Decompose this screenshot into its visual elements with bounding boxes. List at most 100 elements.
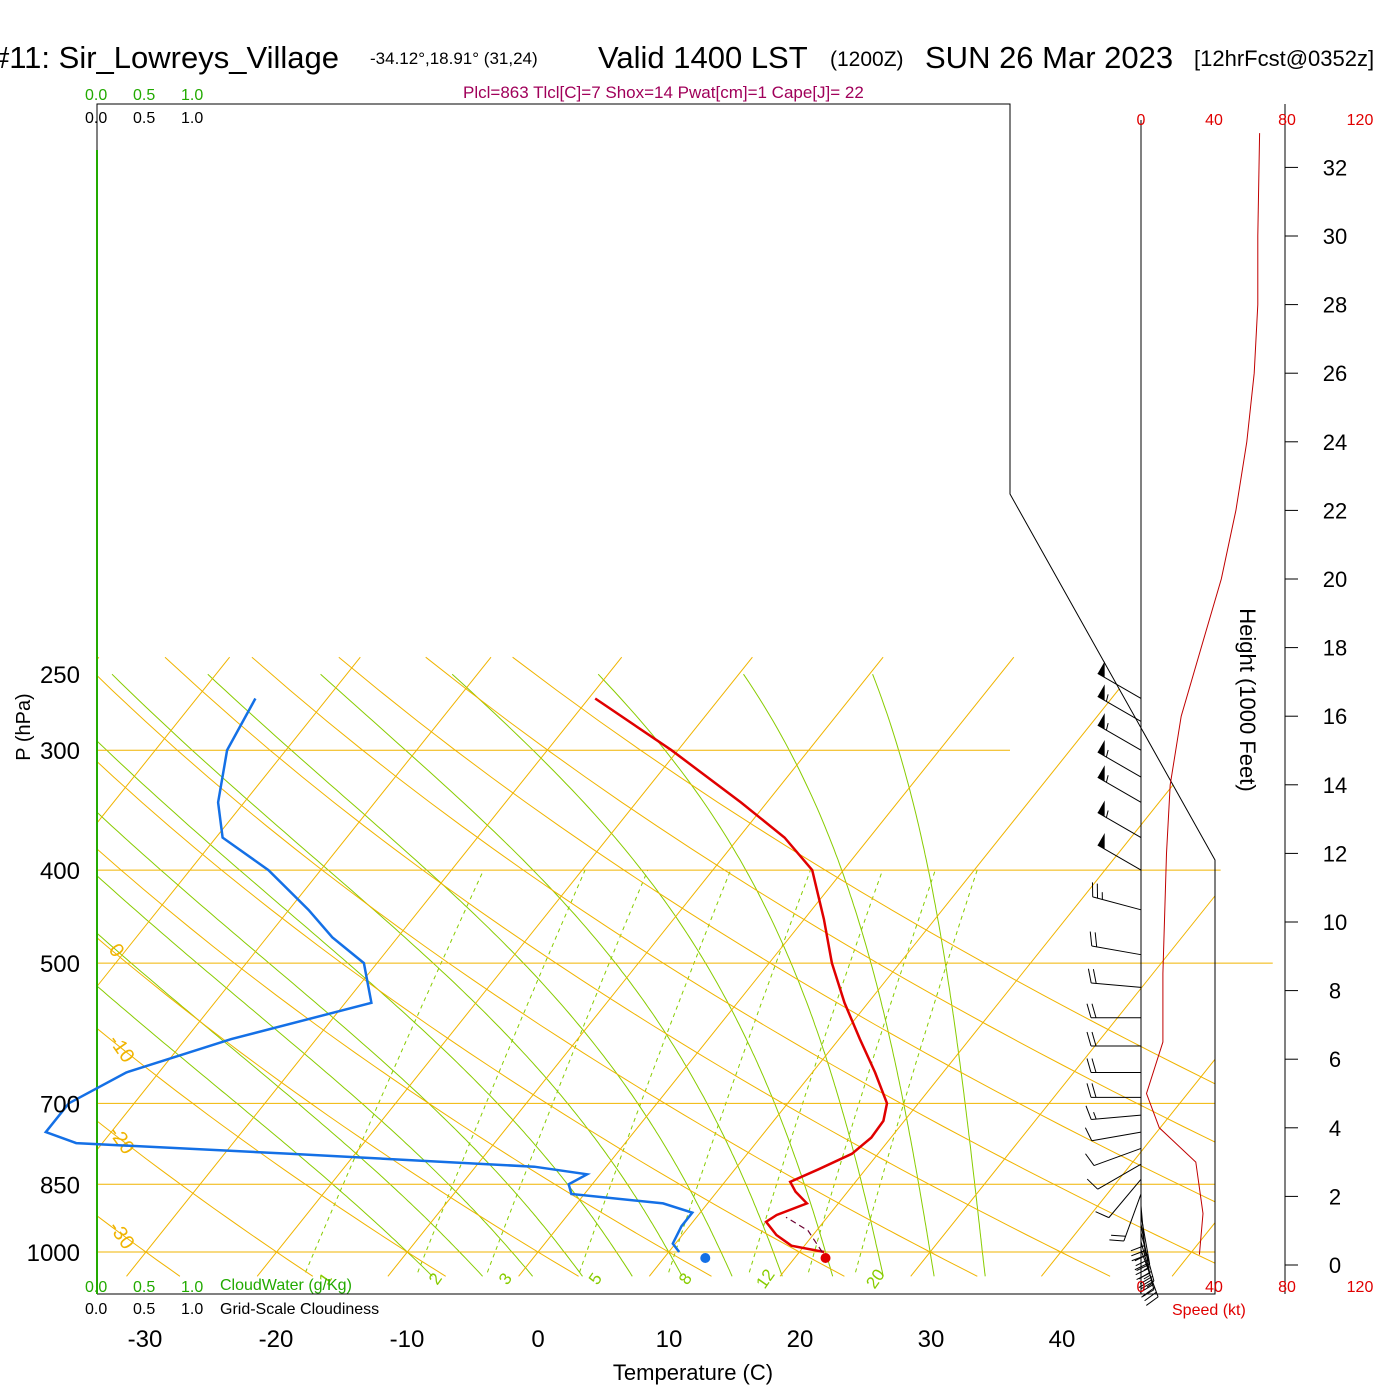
barb-flag [1144, 1291, 1157, 1302]
barb-staff [1097, 696, 1142, 722]
barb-flag [1089, 931, 1093, 947]
wind-barb-8 [1086, 1163, 1142, 1190]
barb-staff [1108, 1179, 1142, 1218]
barb-staff [1123, 1193, 1142, 1242]
dry-adiabat-50 [251, 656, 1215, 1277]
isotherm--40 [97, 656, 492, 1277]
cloudiness-tick-bottom-0: 0.0 [85, 1301, 107, 1318]
cloudiness-label: Grid-Scale Cloudiness [220, 1301, 379, 1318]
mixing-ratio-lines [305, 869, 978, 1273]
wind-barb-21 [1097, 765, 1142, 803]
wind-barb-23 [1097, 713, 1142, 751]
temp-tick--10: -10 [390, 1326, 425, 1353]
mixing-ratio-16 [808, 869, 936, 1273]
moist-adiabat--10 [97, 985, 433, 1277]
height-tick-10: 10 [1323, 910, 1347, 935]
barb-flag [1091, 1031, 1097, 1047]
height-tick-16: 16 [1323, 704, 1347, 729]
speed-tick-top-0: 0 [1137, 112, 1146, 129]
barb-staff [1097, 673, 1142, 699]
p-tick-850: 850 [40, 1172, 80, 1199]
wind-barbs [1084, 661, 1159, 1306]
dewpoint-profile [43, 697, 695, 1253]
barb-flag [1139, 1284, 1153, 1293]
height-tick-22: 22 [1323, 498, 1347, 523]
height-tick-32: 32 [1323, 155, 1347, 180]
cloudiness-tick-top-0: 0.0 [85, 110, 107, 127]
isotherm-50 [1171, 656, 1215, 1277]
isotherm-10 [648, 656, 1145, 1277]
barb-flag [1085, 1105, 1092, 1120]
dry-adiabats [97, 656, 1215, 1277]
barb-pennant [1097, 713, 1105, 730]
dry-adiabat-70 [425, 656, 1215, 1277]
p-tick-250: 250 [40, 662, 80, 689]
barb-flag [1135, 1267, 1150, 1276]
height-tick-12: 12 [1323, 841, 1347, 866]
parcel-path [785, 1216, 823, 1253]
speed-line [1145, 133, 1261, 1255]
dry-adiabat-label--10: -10 [104, 1031, 139, 1067]
barb-flag [1086, 1178, 1099, 1190]
speed-tick-top-2: 80 [1278, 112, 1296, 129]
wind-barb-15 [1086, 1003, 1141, 1019]
height-tick-20: 20 [1323, 567, 1347, 592]
barb-staff [1097, 1163, 1142, 1190]
barb-pennant [1097, 765, 1105, 782]
p-tick-500: 500 [40, 951, 80, 978]
wind-speed-profile [1145, 133, 1261, 1255]
wind-barb-6 [1109, 1193, 1142, 1242]
cloudwater-tick-bottom-2: 1.0 [181, 1279, 203, 1296]
wind-barb-16 [1087, 968, 1142, 988]
wind-barb-7 [1095, 1179, 1142, 1219]
wind-barb-18 [1091, 882, 1142, 911]
barb-flag [1086, 1003, 1092, 1018]
wind-barb-9 [1085, 1147, 1142, 1167]
barb-staff [1097, 812, 1142, 839]
barb-staff [1093, 1147, 1142, 1167]
cloudiness-tick-bottom-1: 0.5 [133, 1301, 155, 1318]
mixing-ratio-label-5: 5 [585, 1270, 606, 1289]
wind-barb-24 [1097, 684, 1142, 722]
barb-pennant [1097, 684, 1105, 701]
moist-adiabat--6 [97, 932, 483, 1277]
temperature-axis-ticks: -30 -20 -10 0 10 20 30 40 [128, 1326, 1076, 1353]
barb-flag [1109, 1239, 1124, 1242]
temp-tick--30: -30 [128, 1326, 163, 1353]
height-tick-0: 0 [1329, 1253, 1341, 1278]
barb-flag [1092, 969, 1097, 984]
valid-time: Valid 1400 LST [598, 40, 808, 75]
moist-adiabat-22 [451, 673, 834, 1277]
barb-flag [1087, 968, 1092, 984]
mixing-ratio-label-20: 20 [862, 1266, 888, 1292]
temp-tick-0: 0 [531, 1326, 544, 1353]
moist-adiabat-26 [597, 673, 884, 1277]
barb-pennant [1097, 739, 1105, 757]
barb-staff [1097, 751, 1142, 778]
height-tick-30: 30 [1323, 224, 1347, 249]
sounding-profiles [43, 697, 889, 1263]
isobars [97, 749, 1273, 1253]
moist-adiabat-2 [97, 811, 583, 1277]
barb-flag [1131, 1255, 1146, 1262]
cloudwater-label: CloudWater (g/Kg) [220, 1277, 352, 1294]
mixing-ratio-8 [668, 869, 811, 1273]
barb-staff [1097, 844, 1142, 871]
wind-barb-22 [1097, 739, 1142, 778]
isotherm--30 [126, 656, 623, 1277]
barb-flag [1091, 1003, 1097, 1018]
speed-tick-bottom-3: 120 [1347, 1279, 1374, 1296]
wind-barb-17 [1089, 931, 1142, 956]
barb-flag [1139, 1275, 1153, 1285]
p-tick-300: 300 [40, 738, 80, 765]
temperature-profile [594, 697, 889, 1254]
station-title: #11: Sir_Lowreys_Village [0, 40, 339, 75]
moist-adiabat--2 [97, 875, 533, 1277]
barb-flag [1130, 1245, 1145, 1252]
mixing-ratio-label-8: 8 [675, 1270, 696, 1289]
height-tick-2: 2 [1329, 1184, 1341, 1209]
barb-flag [1086, 1083, 1092, 1098]
dry-adiabat-label--30: -30 [104, 1217, 139, 1253]
